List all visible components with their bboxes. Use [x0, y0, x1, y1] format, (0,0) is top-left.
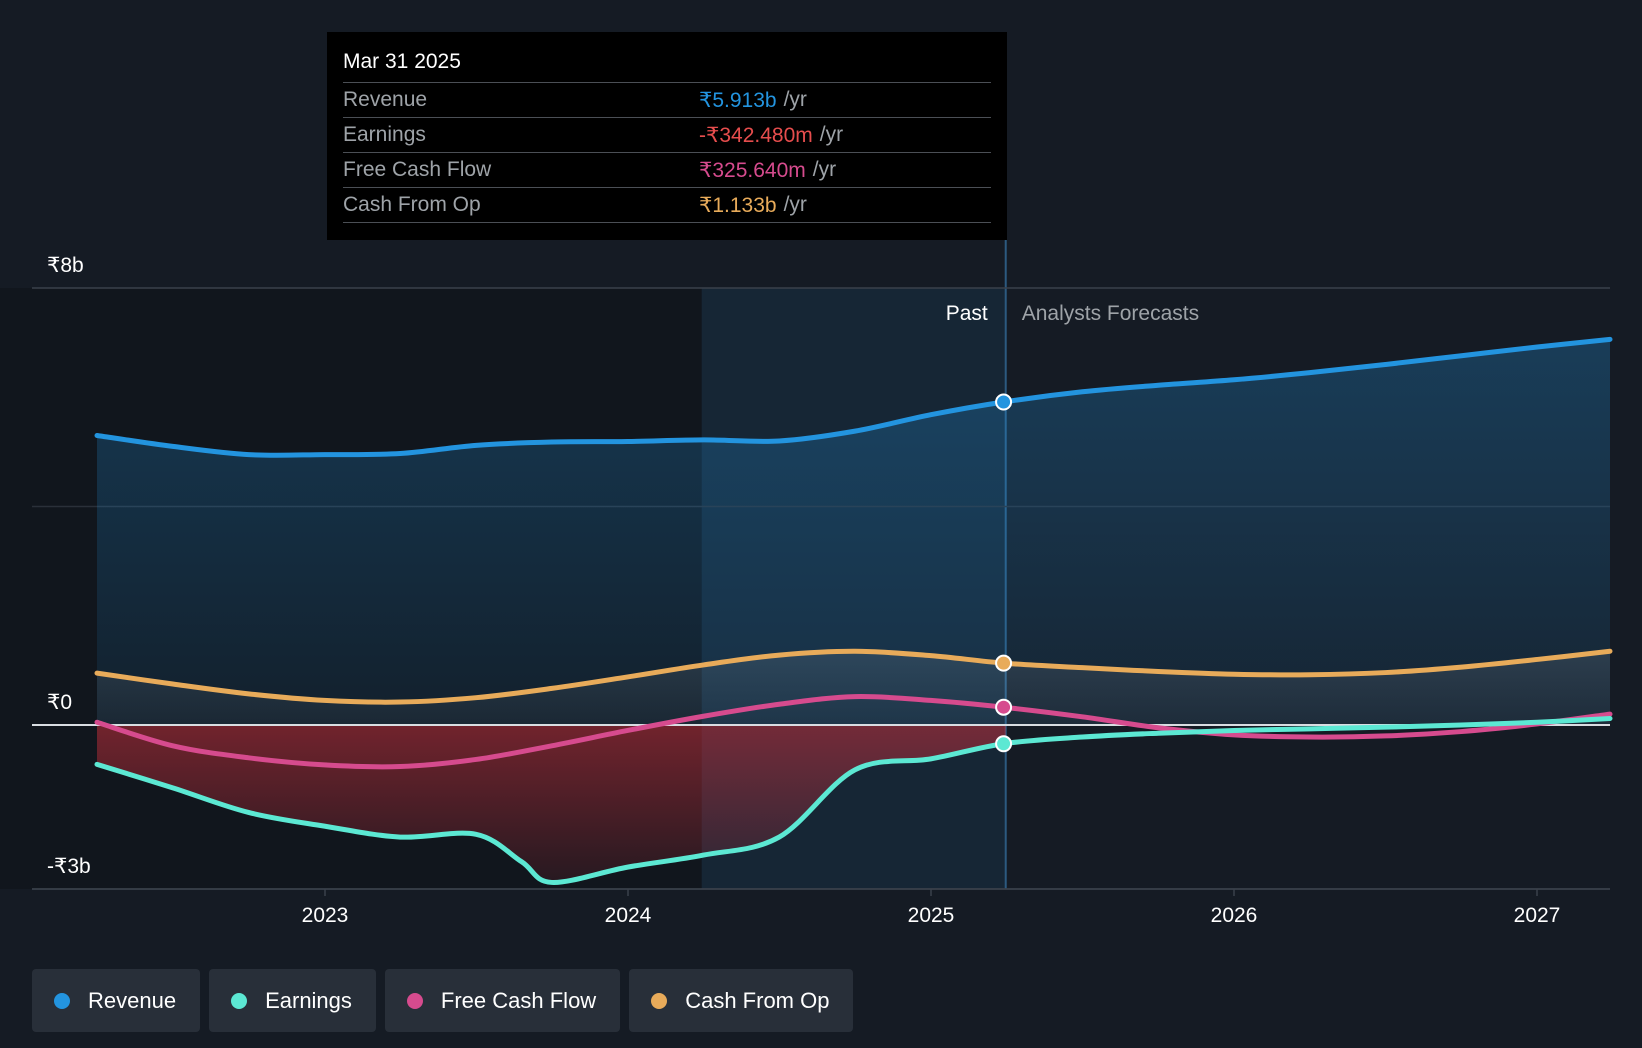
marker-revenue: [995, 393, 1013, 411]
series-line-earnings: [94, 715, 1613, 885]
tooltip-unit: /yr: [783, 88, 807, 111]
tooltip-row-earnings: Earnings -₹342.480m /yr: [343, 117, 991, 152]
marker-earnings: [995, 735, 1013, 753]
tooltip-date: Mar 31 2025: [343, 50, 461, 73]
legend-label: Cash From Op: [685, 987, 830, 1013]
tooltip-unit: /yr: [783, 193, 807, 216]
legend-item-revenue[interactable]: Revenue: [32, 969, 201, 1032]
revenue-area: [97, 339, 1610, 725]
legend-dot-icon: [54, 992, 70, 1009]
series-line-revenue: [94, 336, 1613, 458]
tooltip-row-revenue: Revenue ₹5.913b /yr: [343, 82, 991, 117]
legend-label: Free Cash Flow: [440, 987, 597, 1013]
legend-dot-icon: [651, 992, 668, 1009]
legend-dot-icon: [406, 992, 423, 1009]
cash-from-op-area: [97, 651, 1610, 725]
x-tick-label: 2023: [302, 904, 349, 927]
y-tick-label: -₹3b: [47, 855, 91, 878]
tooltip-label: Free Cash Flow: [343, 158, 492, 181]
tooltip-value: ₹325.640m: [699, 158, 806, 182]
tooltip-value: -₹342.480m: [699, 123, 813, 147]
tooltip-label: Revenue: [343, 88, 428, 111]
tooltip-label: Cash From Op: [343, 193, 481, 216]
x-tick-label: 2026: [1211, 904, 1258, 927]
tooltip-unit: /yr: [812, 158, 837, 181]
legend-label: Revenue: [88, 987, 177, 1013]
tooltip-label: Earnings: [343, 123, 426, 146]
marker-cash-from-op: [995, 654, 1013, 672]
tooltip-row-cash-from-op: Cash From Op ₹1.133b /yr: [343, 187, 991, 223]
legend-item-cash-from-op[interactable]: Cash From Op: [629, 969, 854, 1032]
x-tick-label: 2024: [605, 904, 652, 927]
series-line-cash-from-op: [94, 648, 1613, 705]
series-line-free-cash-flow: [94, 694, 1613, 770]
legend-item-earnings[interactable]: Earnings: [209, 969, 376, 1032]
legend-item-free-cash-flow[interactable]: Free Cash Flow: [384, 969, 621, 1032]
marker-free-cash-flow: [995, 698, 1013, 716]
past-label: Past: [946, 302, 988, 325]
tooltip-value: ₹5.913b: [699, 88, 777, 112]
legend-label: Earnings: [265, 987, 352, 1013]
x-tick-label: 2027: [1514, 904, 1561, 927]
y-tick-label: ₹0: [47, 691, 72, 714]
tooltip: Mar 31 2025 Revenue ₹5.913b /yr Earnings…: [327, 32, 1007, 240]
forecast-label: Analysts Forecasts: [1022, 302, 1199, 325]
tooltip-value: ₹1.133b: [699, 193, 777, 217]
legend-dot-icon: [231, 992, 248, 1009]
legend: Revenue Earnings Free Cash Flow Cash Fro…: [32, 969, 854, 1032]
tooltip-row-free-cash-flow: Free Cash Flow ₹325.640m /yr: [343, 152, 991, 187]
y-tick-label: ₹8b: [47, 254, 84, 277]
tooltip-unit: /yr: [819, 123, 844, 146]
x-tick-label: 2025: [908, 904, 955, 927]
